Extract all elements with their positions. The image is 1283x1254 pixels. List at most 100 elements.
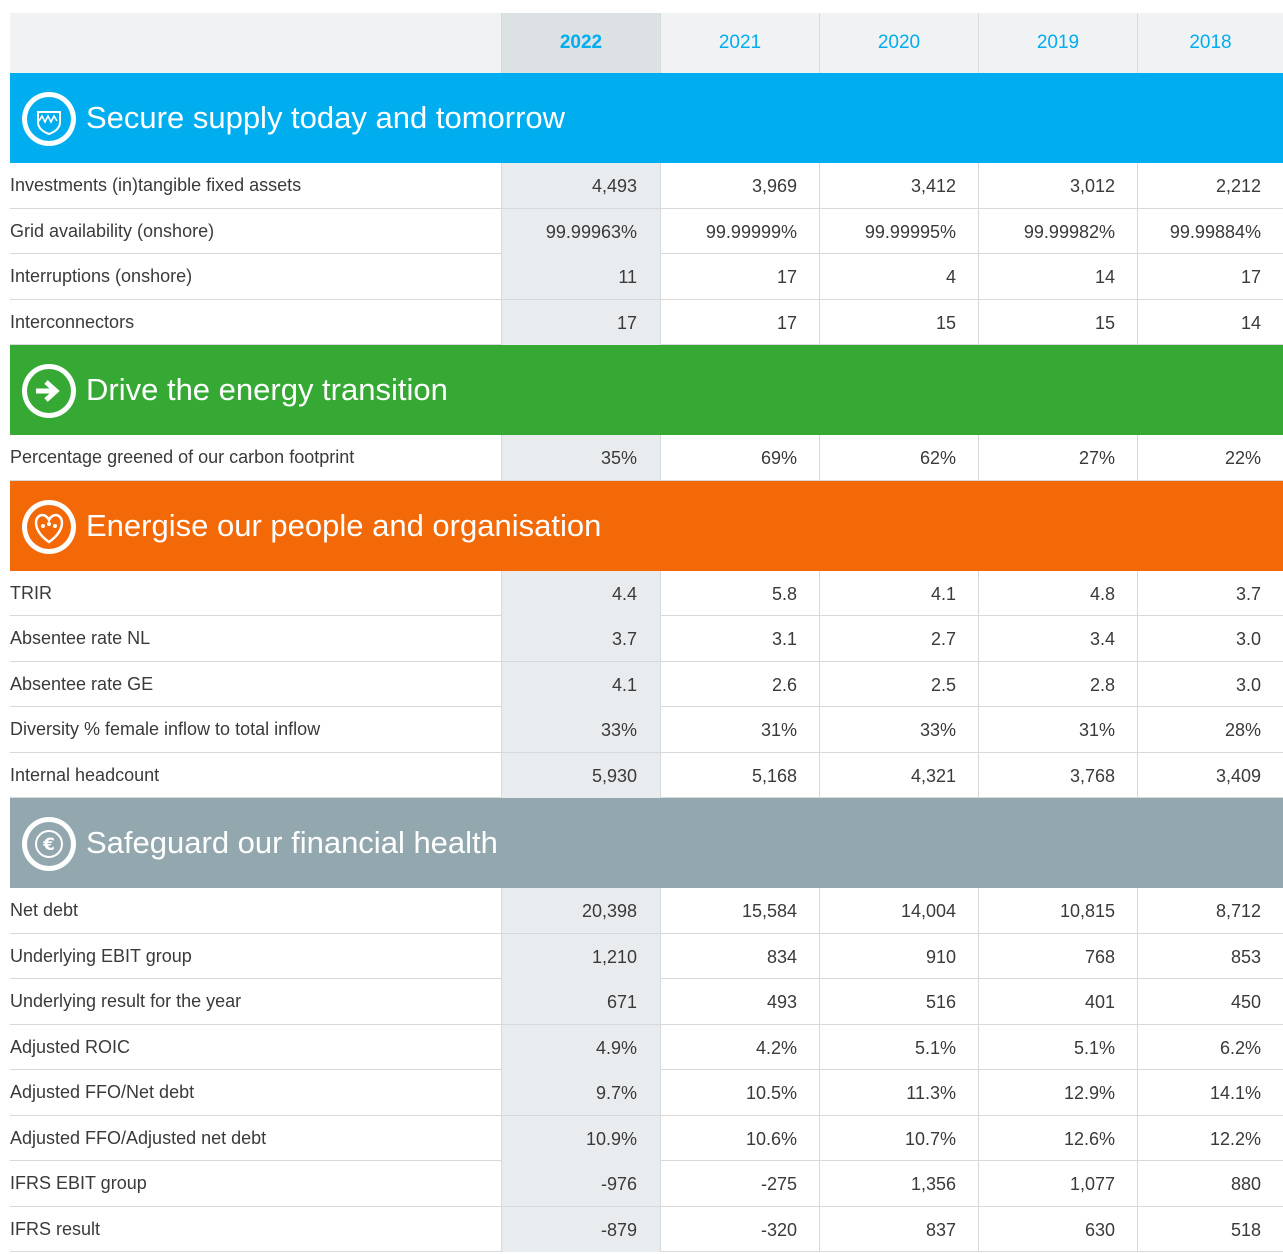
row-label: Underlying EBIT group (10, 945, 192, 966)
row-label: Percentage greened of our carbon footpri… (10, 447, 355, 467)
table-row (10, 707, 1283, 753)
table-row (10, 209, 1283, 254)
table-row (10, 1161, 1283, 1207)
cell-value: 31% (660, 707, 819, 752)
cell-value: 1,077 (978, 1161, 1137, 1206)
row-label: IFRS EBIT group (10, 1173, 147, 1193)
table-row (10, 934, 1283, 979)
cell-value: 880 (1137, 1161, 1283, 1206)
table-row (10, 435, 1283, 481)
table-row (10, 616, 1283, 662)
cell-value: 516 (819, 979, 978, 1024)
cell-value: 17 (501, 299, 660, 345)
cell-value: 2.5 (819, 661, 978, 707)
year-header: 2020 (819, 13, 978, 73)
year-header: 2021 (660, 13, 819, 73)
cell-value: 14 (1137, 299, 1283, 345)
row-label: Internal headcount (10, 764, 160, 785)
cell-value: 1,210 (501, 933, 660, 979)
cell-value: 401 (978, 979, 1137, 1024)
cell-value: 5,168 (660, 752, 819, 798)
row-label: IFRS result (10, 1218, 101, 1239)
row-label: Absentee rate NL (10, 628, 151, 648)
cell-value: 3.7 (1137, 570, 1283, 616)
cell-value: 17 (660, 254, 819, 299)
cell-value: -275 (660, 1161, 819, 1206)
cell-value: 3,409 (1137, 752, 1283, 798)
row-label: Diversity % female inflow to total inflo… (10, 719, 321, 739)
section-band: Drive the energy transition (10, 345, 1283, 435)
cell-value: 4.1 (501, 661, 660, 707)
cell-value: 5.8 (660, 570, 819, 616)
cell-value: 31% (978, 707, 1137, 752)
kpi-table: 2022 2021 2020 2019 2018 Secure supply today … (10, 13, 1283, 1252)
cell-value: 62% (819, 435, 978, 480)
row-label: Interruptions (onshore) (10, 266, 193, 286)
section-icon (22, 92, 76, 146)
cell-value: 3,412 (819, 163, 978, 208)
table-row (10, 1116, 1283, 1161)
cell-value: 2.6 (660, 661, 819, 707)
table-row (10, 300, 1283, 345)
cell-value: 99.99982% (978, 208, 1137, 254)
cell-value: 28% (1137, 707, 1283, 752)
table-row (10, 753, 1283, 798)
table-row (10, 571, 1283, 616)
cell-value: 99.99963% (501, 208, 660, 254)
section-icon: € (22, 817, 76, 871)
cell-value: 10.9% (501, 1115, 660, 1161)
row-label: Underlying result for the year (10, 991, 242, 1011)
cell-value: 15 (819, 299, 978, 345)
cell-value: 2,212 (1137, 163, 1283, 208)
cell-value: 10.5% (660, 1070, 819, 1115)
cell-value: 450 (1137, 979, 1283, 1024)
cell-value: 15 (978, 299, 1137, 345)
table-row (10, 662, 1283, 707)
cell-value: 22% (1137, 435, 1283, 480)
section-band: € Safeguard our financial health (10, 798, 1283, 888)
cell-value: 4.1 (819, 570, 978, 616)
year-header: 2018 (1137, 13, 1283, 73)
cell-value: 12.6% (978, 1115, 1137, 1161)
cell-value: 27% (978, 435, 1137, 480)
cell-value: 10.6% (660, 1115, 819, 1161)
row-label: Adjusted FFO/Net debt (10, 1082, 195, 1102)
row-label: Adjusted ROIC (10, 1036, 131, 1057)
cell-value: 12.9% (978, 1070, 1137, 1115)
section-band: Secure supply today and tomorrow (10, 73, 1283, 163)
cell-value: -976 (501, 1161, 660, 1206)
cell-value: 5.1% (819, 1024, 978, 1070)
cell-value: 12.2% (1137, 1115, 1283, 1161)
cell-value: -320 (660, 1206, 819, 1252)
table-row (10, 1070, 1283, 1116)
cell-value: 99.99999% (660, 208, 819, 254)
section-icon (22, 364, 76, 418)
cell-value: 6.2% (1137, 1024, 1283, 1070)
cell-value: 14.1% (1137, 1070, 1283, 1115)
cell-value: 69% (660, 435, 819, 480)
cell-value: 5,930 (501, 752, 660, 798)
cell-value: 4.4 (501, 570, 660, 616)
cell-value: 3.1 (660, 616, 819, 661)
cell-value: 493 (660, 979, 819, 1024)
row-label: Absentee rate GE (10, 673, 154, 694)
cell-value: 3,768 (978, 752, 1137, 798)
year-header: 2019 (978, 13, 1137, 73)
cell-value: 11.3% (819, 1070, 978, 1115)
cell-value: 2.7 (819, 616, 978, 661)
cell-value: 11 (501, 254, 660, 299)
cell-value: 5.1% (978, 1024, 1137, 1070)
cell-value: 853 (1137, 933, 1283, 979)
row-label: Net debt (10, 900, 79, 920)
cell-value: 3.0 (1137, 661, 1283, 707)
cell-value: 99.99884% (1137, 208, 1283, 254)
cell-value: 3.0 (1137, 616, 1283, 661)
cell-value: 837 (819, 1206, 978, 1252)
cell-value: 20,398 (501, 888, 660, 933)
table-row (10, 163, 1283, 209)
cell-value: 768 (978, 933, 1137, 979)
cell-value: 4,493 (501, 163, 660, 208)
section-title: Safeguard our financial health (86, 825, 498, 860)
table-row (10, 979, 1283, 1025)
